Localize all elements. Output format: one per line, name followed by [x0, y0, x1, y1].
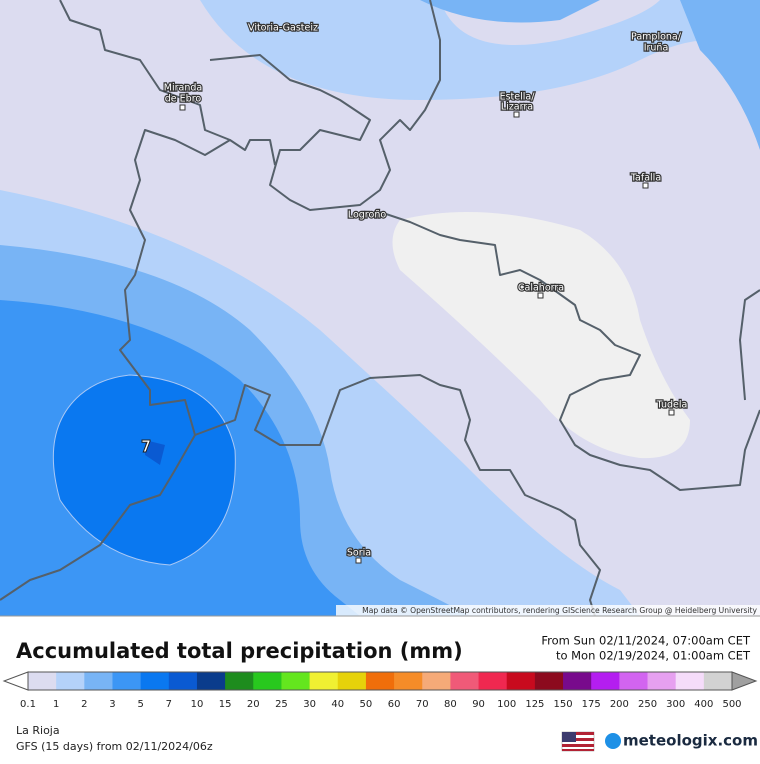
- legend-label: 150: [553, 699, 572, 710]
- precip-area: [680, 0, 760, 150]
- legend-label: 2: [81, 699, 87, 710]
- region-border: [739, 289, 760, 401]
- legend-label: 80: [444, 699, 457, 710]
- legend-swatch: [309, 672, 339, 690]
- legend-label: 300: [666, 699, 685, 710]
- legend-swatch: [168, 672, 198, 690]
- legend-label: 200: [610, 699, 629, 710]
- legend-swatch: [28, 672, 57, 690]
- brand-logo: [605, 733, 621, 749]
- legend-swatch: [619, 672, 649, 690]
- attribution: Map data © OpenStreetMap contributors, r…: [362, 606, 757, 615]
- legend-label: 60: [388, 699, 401, 710]
- city-label: Pamplona/: [631, 32, 682, 43]
- value-label: 7: [141, 438, 151, 456]
- legend-under: [2, 671, 29, 691]
- region-border: [379, 211, 760, 491]
- legend-label: 25: [275, 699, 288, 710]
- region-border: [0, 434, 196, 601]
- region-border: [59, 0, 601, 617]
- us-flag: [561, 731, 595, 752]
- city-label: Soria: [347, 548, 371, 559]
- legend-label: 175: [582, 699, 601, 710]
- city-label: Tudela: [656, 400, 688, 411]
- legend-label: 5: [137, 699, 143, 710]
- legend-swatch: [647, 672, 677, 690]
- legend-swatch: [112, 672, 142, 690]
- city-label: Iruña: [644, 43, 669, 54]
- brand[interactable]: meteologix.com: [623, 732, 758, 750]
- city-label: Calahorra: [518, 283, 564, 294]
- legend-label: 0.1: [20, 699, 36, 710]
- legend-swatch: [591, 672, 620, 690]
- region-name: La Rioja: [16, 724, 60, 737]
- legend-label: 10: [191, 699, 204, 710]
- city-marker: [668, 409, 675, 416]
- legend-label: 250: [638, 699, 657, 710]
- legend-label: 500: [722, 699, 741, 710]
- legend-swatch: [56, 672, 85, 690]
- precip-area: [200, 0, 760, 100]
- legend-swatch: [394, 672, 423, 690]
- legend-swatch: [196, 672, 226, 690]
- date-to: to Mon 02/19/2024, 01:00am CET: [556, 649, 751, 663]
- city-label: de Ebro: [165, 94, 202, 105]
- legend-swatch: [563, 672, 592, 690]
- city-label: Vitoria-Gasteiz: [248, 23, 318, 34]
- legend-label: 70: [416, 699, 429, 710]
- legend-swatch: [422, 672, 451, 690]
- legend-swatch: [506, 672, 536, 690]
- legend-label: 3: [109, 699, 115, 710]
- legend-swatch: [84, 672, 113, 690]
- city-label: Miranda: [164, 83, 202, 94]
- city-label: Estella/: [500, 92, 536, 103]
- city-label: Tafalla: [630, 173, 661, 184]
- legend-swatch: [140, 672, 170, 690]
- city-label: Lizarra: [501, 102, 533, 113]
- precip-area: [300, 0, 600, 23]
- legend-swatch: [450, 672, 480, 690]
- city-marker: [355, 557, 362, 564]
- map: Vitoria-Gasteiz Pamplona/ Iruña Miranda …: [0, 0, 760, 617]
- legend-label: 50: [360, 699, 373, 710]
- legend: 0.1 1 2 3 5 7 10 15 20 25 30 40 50 60 70 80 90 100 125 150 1…: [2, 671, 758, 710]
- legend-label: 125: [525, 699, 544, 710]
- legend-label: 15: [219, 699, 232, 710]
- legend-label: 20: [247, 699, 260, 710]
- precip-area: [52, 374, 236, 566]
- city-marker: [179, 104, 186, 111]
- legend-swatch: [675, 672, 705, 690]
- region-border: [209, 0, 441, 211]
- legend-label: 400: [694, 699, 713, 710]
- legend-swatch: [534, 672, 564, 690]
- legend-swatch: [478, 672, 508, 690]
- legend-over: [731, 671, 758, 691]
- legend-swatch: [253, 672, 282, 690]
- legend-swatch: [281, 672, 311, 690]
- legend-label: 90: [472, 699, 485, 710]
- model-info: GFS (15 days) from 02/11/2024/06z: [16, 740, 213, 753]
- legend-label: 7: [166, 699, 172, 710]
- date-from: From Sun 02/11/2024, 07:00am CET: [541, 634, 751, 648]
- legend-swatch: [225, 672, 254, 690]
- precip-area: [145, 440, 165, 465]
- attribution-bg: [336, 605, 760, 616]
- legend-swatch: [337, 672, 367, 690]
- city-label: Logroño: [348, 210, 386, 221]
- legend-label: 40: [331, 699, 344, 710]
- legend-label: 30: [303, 699, 316, 710]
- legend-swatch: [703, 672, 733, 690]
- legend-label: 100: [497, 699, 516, 710]
- title: Accumulated total precipitation (mm): [16, 639, 463, 663]
- legend-label: 1: [53, 699, 59, 710]
- region-border: [229, 139, 276, 166]
- precip-area: [392, 212, 690, 459]
- legend-frame: [27, 671, 733, 691]
- city-marker: [513, 111, 520, 118]
- city-marker: [537, 292, 544, 299]
- city-marker: [642, 182, 649, 189]
- legend-swatch: [365, 672, 395, 690]
